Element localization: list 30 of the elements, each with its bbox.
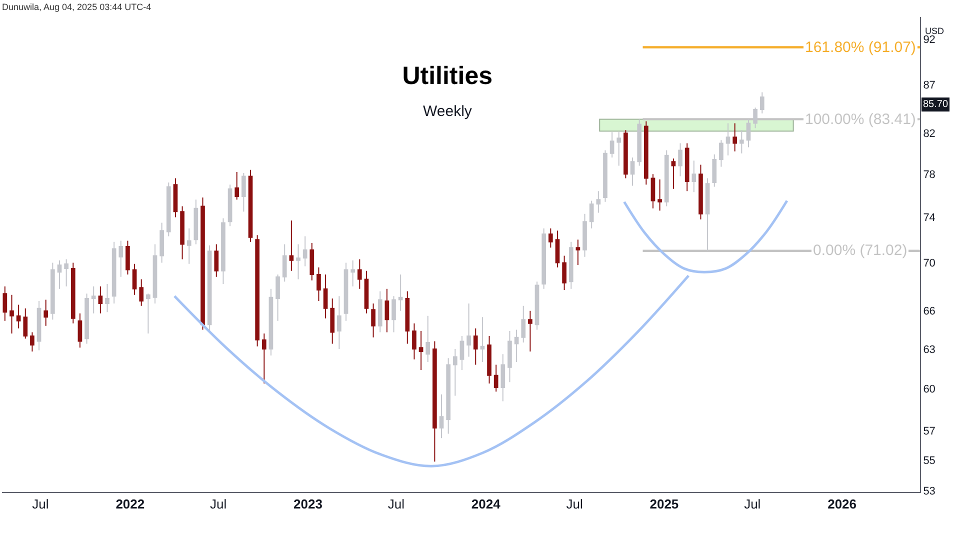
ref-line-label: 0.00% (71.02) [813, 242, 908, 259]
ref-line-label: 100.00% (83.41) [805, 111, 916, 128]
y-tick-label: 70 [923, 258, 936, 270]
text: Weekly [423, 103, 472, 120]
x-tick-label: Jul [210, 496, 227, 512]
x-tick-label: 2022 [116, 496, 145, 512]
y-tick-label: 53 [923, 485, 936, 498]
y-tick-label: 60 [923, 384, 936, 396]
text: Dunuwila, Aug 04, 2025 03:44 UTC-4 [2, 2, 152, 12]
y-tick-label: 92 [923, 34, 936, 46]
x-tick-label: Jul [566, 496, 583, 512]
x-tick-label: Jul [744, 496, 761, 512]
y-tick-label: 78 [923, 168, 936, 181]
y-tick-label: 87 [923, 80, 936, 92]
ref-line-label: 161.80% (91.07) [805, 39, 916, 56]
y-axis-title: USD [925, 26, 944, 36]
y-tick-label: 63 [923, 344, 936, 356]
x-tick-label: 2026 [828, 496, 856, 512]
y-tick-label: 55 [923, 454, 936, 467]
x-tick-label: 2024 [471, 496, 502, 512]
x-tick-label: 2023 [294, 496, 322, 512]
text: 85.70 [923, 99, 948, 110]
x-tick-label: Jul [32, 496, 49, 512]
x-tick-label: Jul [388, 496, 405, 512]
y-tick-label: 82 [923, 128, 936, 140]
x-tick-label: 2025 [650, 496, 679, 512]
y-tick-label: 57 [923, 426, 936, 438]
text: Utilities [402, 62, 493, 90]
y-tick-label: 74 [923, 212, 936, 224]
y-tick-label: 66 [923, 306, 936, 318]
